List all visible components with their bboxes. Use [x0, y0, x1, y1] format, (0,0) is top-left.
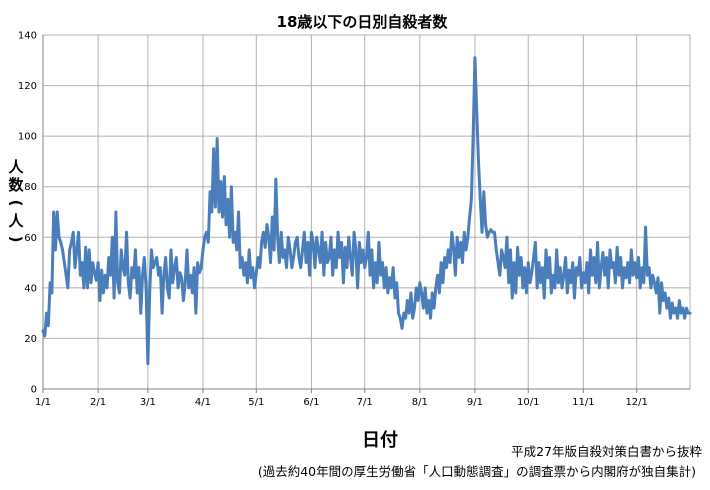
x-tick-label: 11/1	[572, 397, 594, 408]
x-tick-label: 2/1	[90, 397, 106, 408]
chart-title: 18歳以下の日別自殺者数	[277, 13, 449, 31]
x-axis-label: 日付	[362, 429, 398, 451]
series-layer	[41, 56, 692, 366]
y-axis-label-char: 数	[8, 176, 24, 194]
x-tick-label: 7/1	[357, 397, 373, 408]
y-tick-label: 0	[31, 385, 37, 396]
y-axis-label-char: 人	[8, 212, 24, 230]
x-tick-label: 4/1	[195, 397, 211, 408]
y-axis-label-char: 人	[8, 158, 24, 176]
y-axis-ticks: 0 20 40 60 80 100 120 140	[18, 31, 37, 396]
x-tick-label: 5/1	[248, 397, 264, 408]
y-tick-label: 80	[24, 182, 37, 193]
x-tick-label: 10/1	[517, 397, 539, 408]
x-tick-label: 12/1	[625, 397, 647, 408]
x-tick-label: 6/1	[303, 397, 319, 408]
y-axis-label: 人数 ( 人)	[7, 158, 25, 242]
y-tick-label: 140	[18, 31, 37, 42]
x-tick-label: 9/1	[467, 397, 483, 408]
y-tick-label: 100	[18, 132, 37, 143]
y-tick-label: 120	[18, 81, 37, 92]
x-axis-ticks: 1/1 2/1 3/1 4/1 5/1 6/1 7/1 8/1 9/1 10/1 11/1 12/1	[35, 397, 648, 408]
y-tick-label: 20	[24, 334, 37, 345]
y-tick-label: 60	[24, 233, 37, 244]
plot-frame	[42, 34, 691, 390]
x-tick-label: 1/1	[35, 397, 51, 408]
x-tick-label: 3/1	[140, 397, 156, 408]
grid	[42, 34, 691, 393]
x-tick-label: 8/1	[412, 397, 428, 408]
y-axis-label-char: )	[7, 236, 25, 243]
source-note-line2: (過去約40年間の厚生労働省「人口動態調査」の調査票から内閣府が独自集計)	[257, 464, 696, 479]
series-line	[41, 56, 692, 366]
y-axis-label-char: (	[7, 200, 25, 207]
y-tick-label: 40	[24, 283, 37, 294]
source-note-line1: 平成27年版自殺対策白書から抜粋	[511, 444, 702, 459]
